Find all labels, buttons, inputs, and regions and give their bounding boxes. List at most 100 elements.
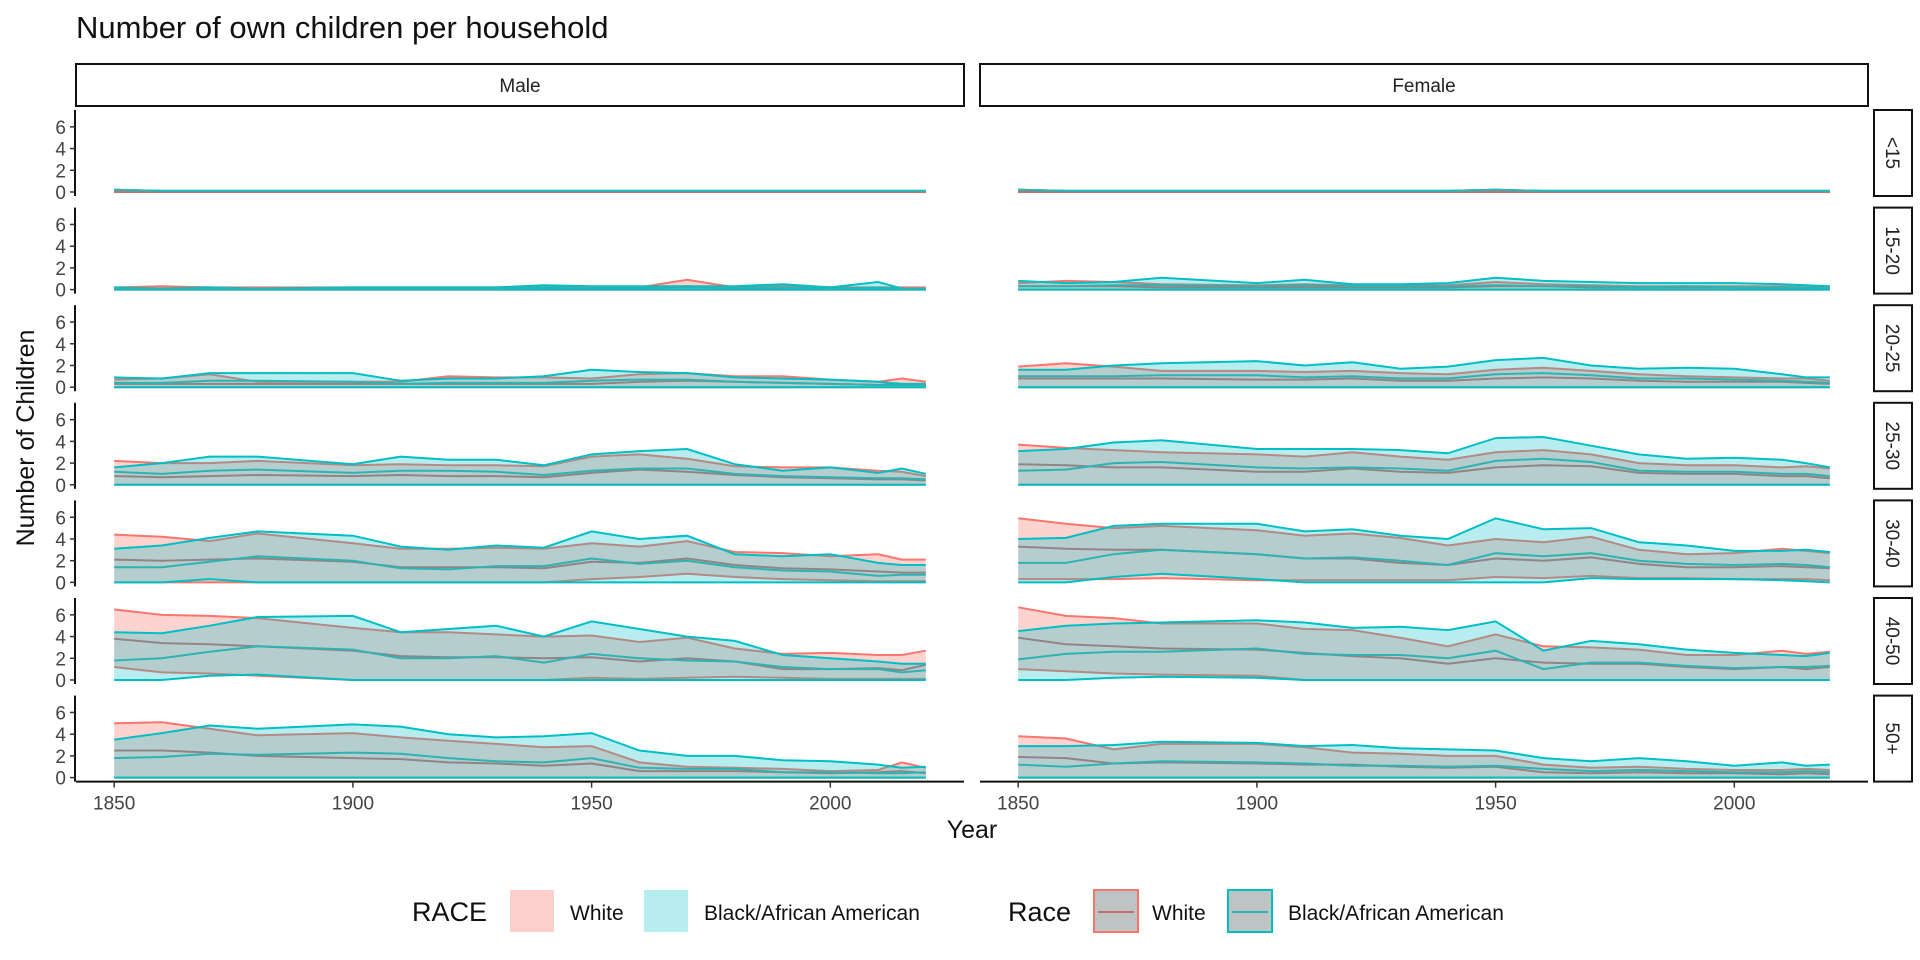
median-line [1018, 647, 1830, 671]
ribbon-upper-line [1018, 279, 1830, 289]
plot-panels [114, 188, 1830, 779]
median-line [1018, 457, 1830, 478]
ribbon-upper-line [114, 721, 927, 773]
ribbon-white [1018, 518, 1830, 581]
chart-title: Number of own children per household [76, 10, 608, 45]
row-strip-label: 30-40 [1881, 519, 1902, 568]
median-line [114, 468, 926, 482]
median-line [114, 555, 926, 577]
y-tick-label: 2 [55, 356, 66, 377]
ribbon-white [1018, 444, 1830, 485]
median-line [114, 645, 926, 674]
legend-label: White [570, 902, 624, 925]
ribbon-black [1018, 518, 1830, 583]
row-strip [1873, 109, 1913, 197]
y-tick-label: 6 [55, 606, 66, 627]
legend-label: Black/African American [1288, 902, 1504, 925]
ribbon-black [1018, 620, 1830, 680]
ribbon-upper-line [1018, 435, 1830, 469]
ribbon-black [114, 449, 926, 485]
median-line [114, 751, 926, 775]
ribbon-black [1018, 437, 1830, 485]
median-line [114, 188, 926, 192]
x-tick-label: 1900 [1236, 794, 1278, 815]
legend-label: White [1152, 902, 1206, 925]
row-strip-label: 50+ [1881, 722, 1902, 754]
y-tick-label: 4 [55, 237, 66, 258]
row-strip-label: 25-30 [1881, 421, 1902, 470]
ribbon-black [1018, 357, 1830, 388]
ribbon-black [114, 531, 926, 583]
legend-label: Black/African American [704, 902, 920, 925]
row-strip [1873, 499, 1913, 588]
row-strip [1873, 401, 1913, 490]
median-line [114, 378, 926, 386]
x-tick-label: 1900 [332, 794, 374, 815]
ribbon-upper-line [114, 530, 926, 566]
y-tick-label: 4 [55, 432, 66, 453]
y-tick-label: 4 [55, 628, 66, 649]
row-strip-label: 20-25 [1881, 324, 1902, 373]
y-tick-label: 0 [55, 476, 66, 497]
y-tick-label: 6 [55, 215, 66, 236]
ribbon-lower-line [114, 673, 926, 681]
x-axis-label: Year [947, 816, 998, 844]
ribbon-upper-line [114, 447, 927, 475]
x-tick-label: 1850 [93, 794, 135, 815]
y-tick-label: 0 [55, 281, 66, 302]
median-line [114, 557, 926, 574]
ribbon-upper-line [1018, 740, 1830, 767]
x-tick-label: 1950 [1474, 794, 1516, 815]
x-tick-label: 2000 [1713, 794, 1755, 815]
y-tick-label: 6 [55, 118, 66, 139]
ribbon-upper-line [114, 368, 926, 385]
median-line [1018, 463, 1830, 480]
y-tick-label: 4 [55, 530, 66, 551]
y-tick-label: 2 [55, 454, 66, 475]
y-tick-label: 0 [55, 183, 66, 204]
row-strip [1873, 597, 1913, 685]
y-tick-label: 2 [55, 259, 66, 280]
ribbon-lower-line [114, 578, 926, 584]
legend-swatch-white-fill [510, 890, 554, 932]
ribbon-black [1018, 741, 1830, 778]
y-axis-label: Number of Children [12, 330, 40, 547]
y-tick-label: 0 [55, 671, 66, 692]
ribbon-white [1018, 363, 1830, 388]
ribbon-white [114, 609, 926, 680]
median-line [114, 286, 926, 290]
row-strip-label: 40-50 [1881, 617, 1902, 666]
ribbon-upper-line [1018, 619, 1830, 658]
ribbon-upper-line [1018, 735, 1830, 771]
median-line [1018, 284, 1830, 290]
ribbon-upper-line [1018, 356, 1830, 379]
ribbon-upper-line [1018, 276, 1830, 288]
y-tick-label: 6 [55, 703, 66, 724]
ribbon-upper-line [1018, 443, 1830, 470]
facet-strip-female [979, 63, 1869, 107]
x-axes: 1850 1900 1950 2000 1850 1900 1950 2000 [76, 780, 1868, 815]
ribbon-upper-line [1018, 517, 1830, 553]
ribbon-upper-line [114, 614, 926, 665]
y-tick-label: 0 [55, 378, 66, 399]
row-strip-label: 15-20 [1881, 226, 1902, 275]
row-strip [1873, 206, 1913, 295]
ribbon-white [114, 533, 926, 583]
ribbon-black [114, 724, 926, 778]
row-strips: <15 15-20 20-25 25-30 30-40 40-50 50+ [1873, 109, 1913, 783]
ribbon-upper-line [1018, 362, 1830, 382]
median-line [1018, 188, 1830, 192]
ribbon-white [114, 454, 926, 485]
facet-strip-male [75, 63, 965, 107]
ribbon-black [114, 369, 926, 388]
y-tick-label: 6 [55, 313, 66, 334]
facet-strip-label: Female [1392, 76, 1455, 97]
legend-swatch-black-fill [644, 890, 688, 932]
facet-strip-label: Male [499, 76, 540, 97]
y-tick-label: 6 [55, 508, 66, 529]
legend-line-title: Race [1008, 897, 1071, 927]
y-tick-label: 2 [55, 552, 66, 573]
y-tick-label: 4 [55, 140, 66, 161]
